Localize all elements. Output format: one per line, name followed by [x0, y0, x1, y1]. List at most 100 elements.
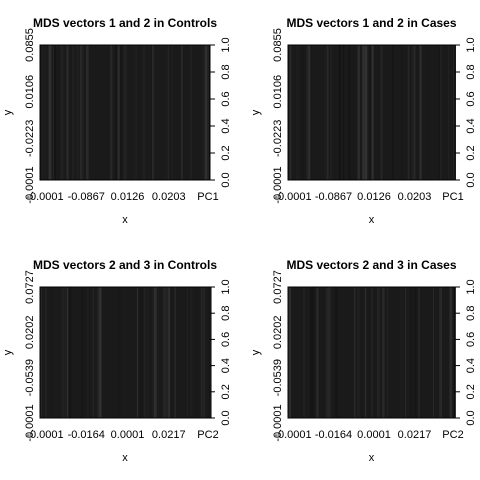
stripe	[44, 287, 47, 418]
y2-tick-label: 0.2	[465, 145, 477, 160]
stripe	[400, 287, 403, 418]
stripe	[325, 45, 327, 180]
stripe	[92, 287, 94, 418]
stripe	[413, 45, 416, 180]
stripe	[352, 45, 356, 180]
stripe	[310, 45, 312, 180]
x-tick-label: PC2	[197, 429, 218, 441]
y2-tick-label: 1.0	[465, 279, 477, 294]
x-tick-label: 0.0217	[152, 429, 186, 441]
y-tick-label: -0.0539	[24, 359, 36, 396]
y2-tick-label: 0.4	[465, 358, 477, 373]
stripe	[119, 45, 123, 180]
x-tick-label: PC1	[197, 191, 218, 203]
stripe	[118, 287, 121, 418]
stripe	[97, 287, 100, 418]
stripe	[181, 45, 183, 180]
y2-tick-label: 0.0	[465, 410, 477, 425]
stripe	[86, 287, 89, 418]
stripe	[348, 45, 351, 180]
stripe	[168, 287, 171, 418]
stripe	[407, 45, 410, 180]
y2-tick-label: 0.8	[465, 306, 477, 321]
stripe	[81, 45, 84, 180]
y2-tick-label: 0.0	[220, 172, 232, 187]
y2-tick-label: 1.0	[465, 37, 477, 52]
y-tick-label: -0.0001	[24, 404, 36, 441]
stripe	[117, 45, 120, 180]
stripe	[155, 287, 157, 418]
stripe	[150, 45, 153, 180]
stripe	[192, 45, 194, 180]
x-tick-label: -0.0867	[68, 191, 105, 203]
stripe	[288, 287, 291, 418]
x-tick-label: 0.0001	[111, 429, 145, 441]
stripe	[414, 287, 417, 418]
stripe	[72, 45, 75, 180]
stripe	[329, 45, 332, 180]
x-axis-label: x	[369, 214, 375, 226]
chart-title: MDS vectors 2 and 3 in Cases	[286, 258, 456, 272]
y2-tick-label: 0.2	[220, 145, 232, 160]
chart-title: MDS vectors 1 and 2 in Cases	[286, 16, 456, 30]
x-axis-label: x	[122, 214, 128, 226]
stripe	[357, 45, 360, 180]
y-tick-label: -0.0223	[272, 120, 284, 157]
x-axis-label: x	[369, 452, 375, 464]
stripe	[308, 45, 311, 180]
stripe	[409, 287, 411, 418]
stripe	[326, 45, 329, 180]
x-tick-label: PC1	[442, 191, 463, 203]
x-tick-label: 0.0001	[357, 429, 391, 441]
stripe	[85, 45, 89, 180]
x-tick-label: -0.0164	[68, 429, 105, 441]
stripe	[143, 287, 145, 418]
stripe	[60, 45, 64, 180]
stripe	[335, 287, 338, 418]
stripe	[66, 45, 69, 180]
stripe	[306, 287, 309, 418]
stripe	[202, 45, 205, 180]
stripe	[354, 287, 356, 418]
stripe	[203, 287, 206, 418]
y2-tick-label: 1.0	[220, 37, 232, 52]
stripe	[98, 287, 102, 418]
y-tick-label: 0.0106	[272, 75, 284, 109]
y-axis-label: y	[250, 349, 262, 355]
x-tick-label: 0.0126	[357, 191, 391, 203]
x-tick-label: -0.0001	[26, 191, 63, 203]
y2-tick-label: 0.6	[220, 332, 232, 347]
stripe	[362, 45, 365, 180]
stripe	[297, 287, 300, 418]
stripe	[448, 45, 450, 180]
stripe	[207, 45, 210, 180]
stripe	[307, 287, 310, 418]
y-tick-label: 0.0855	[24, 28, 36, 62]
stripe	[325, 287, 329, 418]
x-tick-label: -0.0001	[274, 429, 311, 441]
stripe	[124, 45, 127, 180]
stripe	[365, 287, 369, 418]
stripe	[338, 45, 341, 180]
stripe	[418, 287, 420, 418]
stripe	[291, 287, 293, 418]
stripe	[289, 45, 292, 180]
stripe	[55, 287, 57, 418]
stripe	[132, 45, 135, 180]
stripe	[80, 45, 82, 180]
y2-tick-label: 0.2	[465, 384, 477, 399]
y-axis-label: y	[2, 109, 14, 115]
stripe	[166, 287, 169, 418]
stripe	[439, 45, 442, 180]
stripe	[329, 287, 333, 418]
x-tick-label: 0.0203	[398, 191, 432, 203]
stripe	[41, 45, 44, 180]
x-tick-label: 0.0217	[398, 429, 432, 441]
x-tick-label: 0.0203	[152, 191, 186, 203]
x-axis-label: x	[122, 452, 128, 464]
stripe	[312, 287, 314, 418]
stripe	[201, 287, 203, 418]
stripe	[411, 45, 414, 180]
stripe	[81, 287, 84, 418]
x-tick-label: -0.0164	[315, 429, 352, 441]
